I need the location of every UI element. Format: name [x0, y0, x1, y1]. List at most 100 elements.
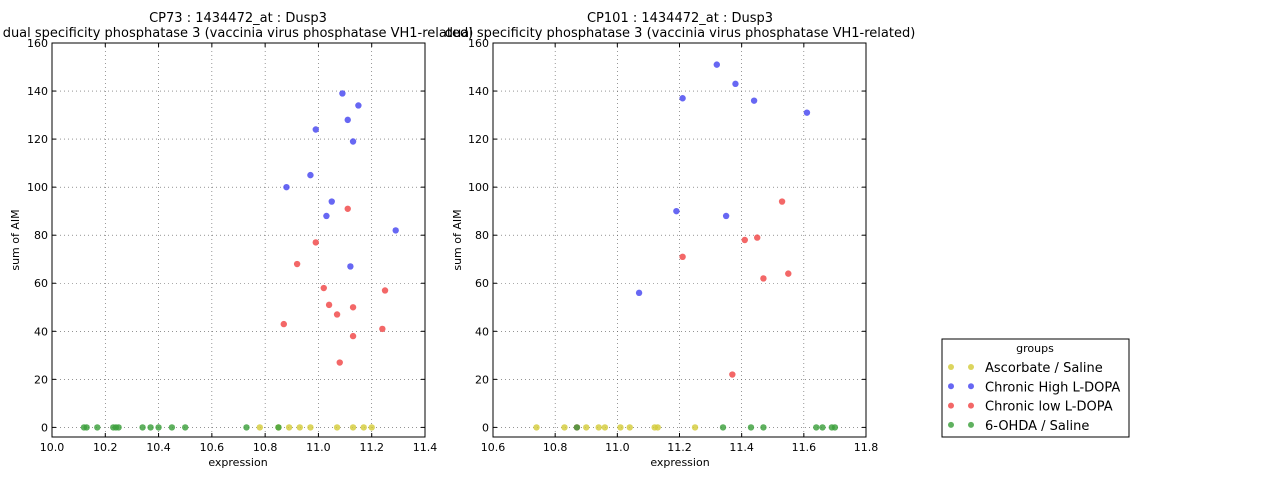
y-tick-label: 60 — [34, 277, 48, 290]
legend: groups Ascorbate / Saline Chronic High L-… — [941, 338, 1130, 438]
data-point — [296, 424, 303, 431]
data-point — [83, 424, 90, 431]
data-point — [741, 236, 748, 244]
data-point — [307, 171, 314, 179]
data-point — [339, 90, 346, 97]
data-point — [679, 253, 686, 261]
legend-marker — [968, 383, 974, 390]
data-point — [722, 212, 730, 220]
data-point — [595, 424, 602, 431]
data-point — [333, 311, 341, 318]
data-point — [312, 126, 319, 133]
y-tick-label: 40 — [475, 325, 489, 338]
data-point — [747, 424, 755, 431]
legend-marker — [948, 402, 954, 409]
data-point — [139, 424, 146, 431]
data-point — [349, 138, 357, 145]
chart-cp73: CP73 : 1434472_at : Dusp3 dual specifici… — [3, 11, 474, 469]
data-point — [155, 424, 162, 431]
chart-cp101: CP101 : 1434472_at : Dusp3 dual specific… — [445, 11, 916, 469]
data-point — [617, 424, 624, 431]
x-tick-label: 10.8 — [253, 441, 278, 454]
y-tick-label: 0 — [41, 421, 48, 434]
data-point — [760, 275, 767, 282]
data-point — [719, 424, 727, 431]
data-point — [325, 301, 333, 309]
data-point — [379, 325, 386, 333]
y-tick-label: 100 — [27, 181, 48, 194]
data-point — [349, 424, 357, 431]
data-point — [360, 424, 367, 431]
data-point — [785, 270, 792, 277]
y-axis-label: sum of AIM — [9, 209, 22, 270]
data-point — [355, 102, 362, 109]
data-point — [280, 320, 287, 328]
data-point — [307, 424, 314, 431]
data-point — [750, 97, 758, 104]
data-point — [349, 304, 357, 311]
data-point — [347, 263, 354, 270]
legend-entry-label: 6-OHDA / Saline — [985, 419, 1089, 434]
y-tick-label: 0 — [482, 421, 489, 434]
chart-title-line2: dual specificity phosphatase 3 (vaccinia… — [445, 26, 916, 41]
legend-marker — [948, 364, 954, 370]
y-tick-label: 20 — [34, 373, 48, 386]
data-point — [275, 424, 282, 431]
chart-title-line1: CP101 : 1434472_at : Dusp3 — [587, 11, 773, 26]
data-point — [813, 424, 820, 431]
data-point — [328, 198, 335, 205]
x-tick-label: 10.4 — [146, 441, 171, 454]
legend-marker — [968, 421, 974, 428]
data-point — [679, 95, 686, 102]
legend-marker — [968, 402, 974, 409]
data-point — [691, 424, 699, 431]
y-tick-label: 100 — [468, 181, 489, 194]
y-tick-label: 80 — [475, 229, 489, 242]
y-axis-label: sum of AIM — [451, 209, 464, 270]
legend-entry-label: Chronic High L-DOPA — [985, 380, 1120, 395]
y-tick-label: 20 — [475, 373, 489, 386]
x-tick-label: 11.4 — [413, 441, 438, 454]
data-point — [778, 198, 786, 205]
data-point — [115, 424, 122, 431]
x-axis-label: expression — [208, 456, 267, 469]
plot-frame — [51, 42, 426, 438]
data-point — [760, 424, 767, 431]
data-point — [320, 284, 327, 292]
x-tick-label: 10.8 — [543, 441, 568, 454]
y-tick-label: 140 — [468, 85, 489, 98]
data-point — [293, 260, 301, 268]
x-tick-label: 11.2 — [667, 441, 692, 454]
x-tick-label: 11.2 — [359, 441, 384, 454]
data-point — [285, 424, 293, 431]
x-tick-label: 11.4 — [729, 441, 754, 454]
data-point — [831, 424, 839, 431]
y-tick-label: 80 — [34, 229, 48, 242]
data-point — [803, 109, 811, 116]
data-point — [349, 332, 357, 340]
legend-marker — [968, 364, 974, 370]
data-point — [754, 234, 761, 241]
y-tick-label: 40 — [34, 325, 48, 338]
legend-title: groups — [1016, 342, 1054, 355]
data-point — [561, 424, 568, 431]
data-point — [533, 424, 540, 431]
data-point — [333, 424, 341, 431]
chart-title-line2: dual specificity phosphatase 3 (vaccinia… — [3, 26, 474, 41]
legend-marker — [948, 383, 954, 390]
plot-frame — [492, 42, 867, 438]
data-point — [323, 212, 330, 220]
data-point — [626, 424, 633, 431]
data-point — [713, 61, 720, 68]
y-tick-label: 160 — [27, 37, 48, 50]
data-point — [573, 424, 581, 431]
data-point — [182, 424, 189, 431]
data-point — [336, 359, 343, 366]
data-point — [256, 424, 264, 431]
data-point — [283, 183, 290, 191]
y-tick-label: 160 — [468, 37, 489, 50]
chart-title-line1: CP73 : 1434472_at : Dusp3 — [149, 11, 327, 26]
data-point — [654, 424, 661, 431]
x-tick-label: 11.0 — [605, 441, 630, 454]
